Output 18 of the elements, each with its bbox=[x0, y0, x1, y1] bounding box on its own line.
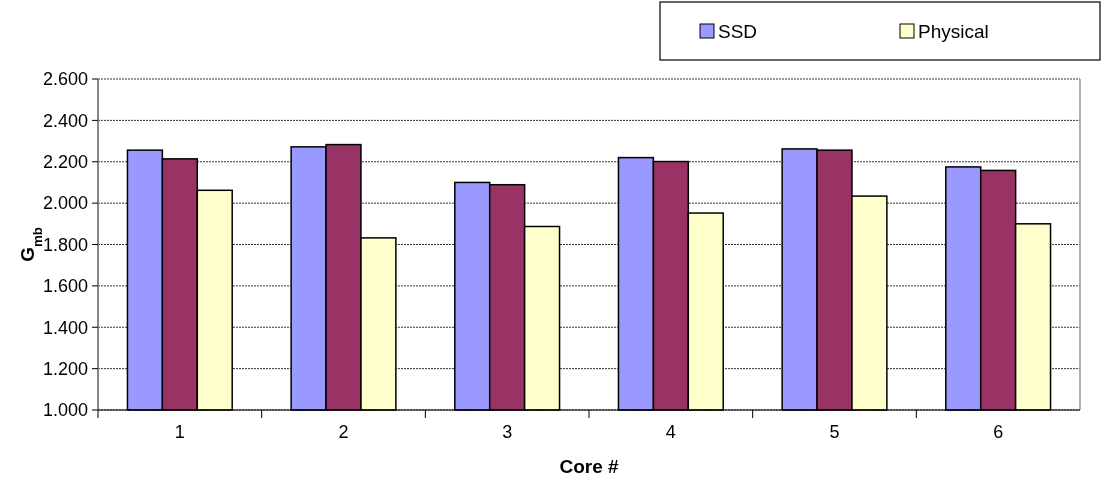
y-tick-label: 2.200 bbox=[42, 152, 88, 173]
y-tick-label: 2.600 bbox=[42, 69, 88, 90]
x-tick-label: 3 bbox=[502, 422, 513, 442]
x-axis-title: Core # bbox=[559, 456, 619, 477]
y-tick-label: 1.200 bbox=[42, 358, 88, 379]
legend-label: Physical bbox=[918, 20, 989, 42]
y-tick-label: 1.400 bbox=[42, 317, 88, 338]
y-tick-label: 1.000 bbox=[42, 400, 88, 421]
x-tick-label: 1 bbox=[174, 422, 185, 442]
x-tick-label: 2 bbox=[338, 422, 349, 442]
y-tick-label: 2.000 bbox=[42, 193, 88, 214]
y-tick-label: 2.400 bbox=[42, 110, 88, 131]
x-tick-label: 4 bbox=[665, 422, 676, 442]
y-tick-label: 1.800 bbox=[42, 234, 88, 255]
y-tick-label: 1.600 bbox=[42, 276, 88, 297]
x-tick-label: 6 bbox=[993, 422, 1004, 442]
legend-label: SSD bbox=[718, 20, 758, 42]
x-tick-label: 5 bbox=[829, 422, 840, 442]
